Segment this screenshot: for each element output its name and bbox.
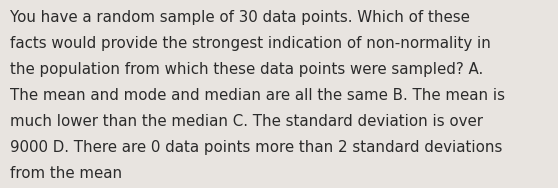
Text: facts would provide the strongest indication of non-normality in: facts would provide the strongest indica… bbox=[10, 36, 491, 51]
Text: The mean and mode and median are all the same B. The mean is: The mean and mode and median are all the… bbox=[10, 88, 505, 103]
Text: 9000 D. There are 0 data points more than 2 standard deviations: 9000 D. There are 0 data points more tha… bbox=[10, 140, 502, 155]
Text: much lower than the median C. The standard deviation is over: much lower than the median C. The standa… bbox=[10, 114, 483, 129]
Text: the population from which these data points were sampled? A.: the population from which these data poi… bbox=[10, 62, 483, 77]
Text: You have a random sample of 30 data points. Which of these: You have a random sample of 30 data poin… bbox=[10, 10, 470, 25]
Text: from the mean: from the mean bbox=[10, 166, 122, 181]
